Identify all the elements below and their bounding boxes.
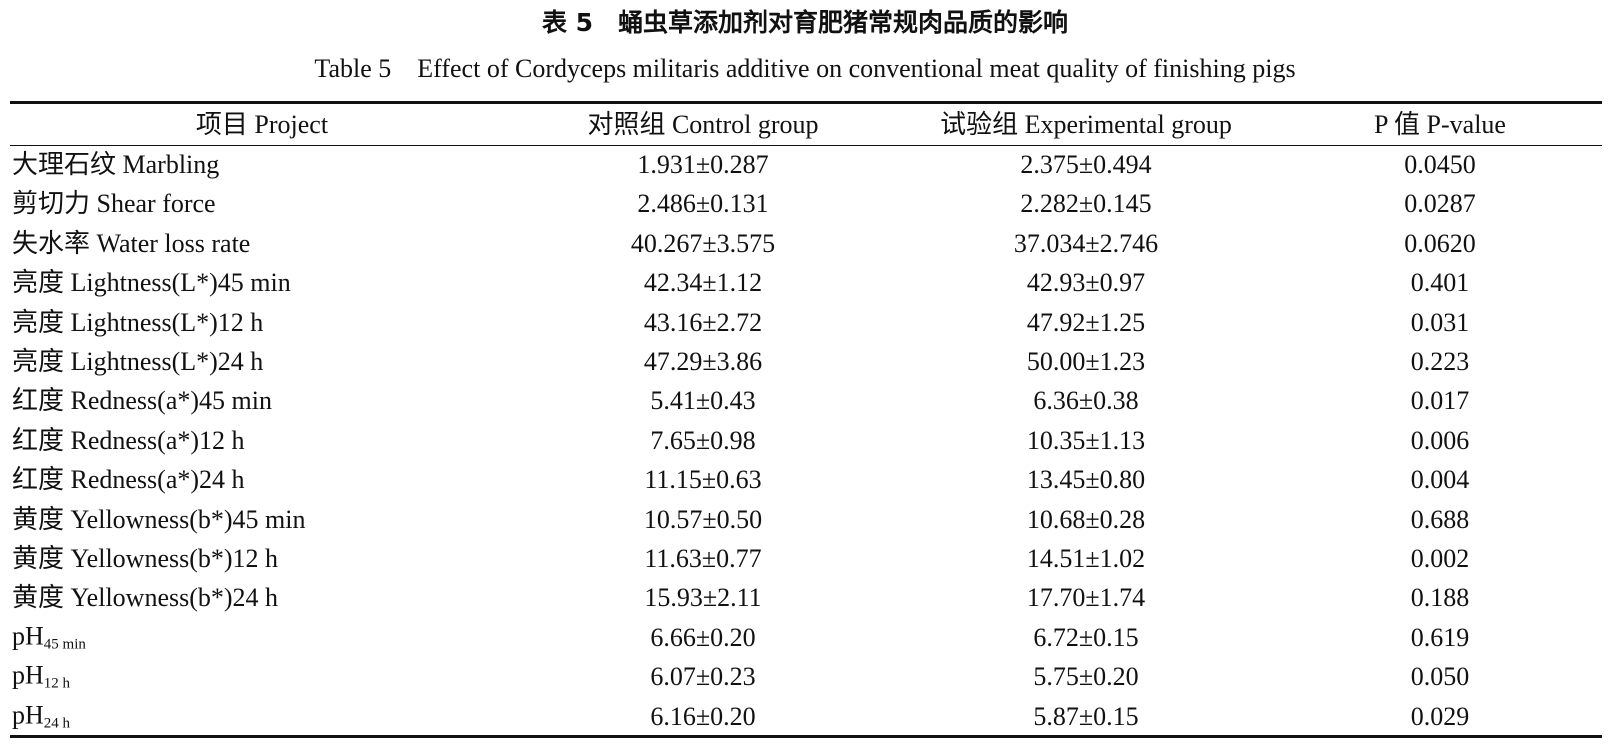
p-value-cell: 0.031	[1410, 307, 1470, 337]
table-title: 表 5 蛹虫草添加剂对育肥猪常规肉品质的影响	[541, 8, 1069, 37]
project-label: 失水率 Water loss rate	[12, 228, 251, 258]
p-value-cell: 0.017	[1410, 386, 1470, 416]
value-cell: 7.65±0.98	[650, 425, 756, 455]
project-cell: pH24 h	[12, 702, 70, 731]
value-cell: 42.93±0.97	[1026, 268, 1146, 298]
p-value-cell: 0.004	[1410, 465, 1470, 495]
p-value-cell: 0.029	[1410, 701, 1470, 731]
p-value-cell: 0.0620	[1404, 228, 1476, 258]
project-label: 红度 Redness(a*)12 h	[12, 425, 245, 455]
p-value-cell: 0.002	[1410, 544, 1470, 573]
header-cell: 对照组 Control group	[587, 110, 819, 139]
project-cell: pH45 min	[12, 623, 86, 652]
header-cell: 项目 Project	[195, 110, 329, 139]
p-value-cell: 0.619	[1410, 622, 1470, 652]
value-cell: 11.15±0.63	[644, 465, 762, 495]
project-cell: 红度 Redness(a*)12 h	[12, 425, 245, 455]
project-cell: 亮度 Lightness(L*)12 h	[12, 307, 264, 337]
value-cell: 6.16±0.20	[650, 701, 756, 731]
value-cell: 5.41±0.43	[650, 386, 756, 416]
project-label: 亮度 Lightness(L*)45 min	[12, 268, 291, 298]
value-cell: 15.93±2.11	[644, 583, 762, 613]
project-label: pH	[12, 621, 44, 651]
value-cell: 1.931±0.287	[637, 150, 769, 179]
value-cell: 6.07±0.23	[650, 662, 756, 692]
header-cell: 试验组 Experimental group	[940, 110, 1232, 139]
project-label: 黄度 Yellowness(b*)45 min	[12, 504, 306, 534]
project-label: 红度 Redness(a*)24 h	[12, 465, 245, 495]
header-rule	[10, 145, 1602, 146]
value-cell: 6.36±0.38	[1033, 386, 1139, 416]
project-subscript: 45 min	[43, 636, 86, 653]
value-cell: 42.34±1.12	[643, 268, 763, 298]
value-cell: 14.51±1.02	[1026, 544, 1146, 573]
p-value-cell: 0.050	[1410, 662, 1470, 692]
value-cell: 10.35±1.13	[1026, 425, 1146, 455]
value-cell: 2.282±0.145	[1020, 189, 1152, 219]
header-cell: P 值 P-value	[1374, 110, 1506, 139]
project-label: 红度 Redness(a*)45 min	[12, 386, 272, 416]
value-cell: 6.72±0.15	[1033, 622, 1139, 652]
project-cell: 失水率 Water loss rate	[12, 228, 251, 258]
project-subscript: 24 h	[43, 715, 71, 732]
project-cell: 黄度 Yellowness(b*)45 min	[12, 504, 306, 534]
p-value-cell: 0.006	[1410, 425, 1470, 455]
value-cell: 40.267±3.575	[630, 228, 776, 258]
project-label: 黄度 Yellowness(b*)12 h	[12, 544, 279, 573]
p-value-cell: 0.688	[1410, 504, 1470, 534]
project-cell: 黄度 Yellowness(b*)24 h	[12, 585, 278, 611]
project-cell: 亮度 Lightness(L*)45 min	[12, 270, 291, 296]
value-cell: 10.68±0.28	[1026, 504, 1146, 534]
value-cell: 10.57±0.50	[643, 504, 763, 534]
value-cell: 37.034±2.746	[1013, 228, 1159, 258]
project-cell: 剪切力 Shear force	[12, 191, 216, 217]
value-cell: 43.16±2.72	[643, 307, 763, 337]
project-cell: 黄度 Yellowness(b*)12 h	[12, 546, 278, 572]
project-cell: 红度 Redness(a*)24 h	[12, 467, 245, 493]
value-cell: 17.70±1.74	[1026, 583, 1146, 613]
project-cell: 大理石纹 Marbling	[12, 152, 219, 178]
project-subscript: 12 h	[43, 675, 71, 692]
value-cell: 2.486±0.131	[637, 189, 769, 219]
project-label: pH	[12, 700, 44, 730]
value-cell: 5.75±0.20	[1033, 662, 1139, 692]
p-value-cell: 0.0287	[1404, 189, 1476, 219]
p-value-cell: 0.223	[1410, 347, 1470, 376]
p-value-cell: 0.188	[1410, 583, 1470, 613]
value-cell: 6.66±0.20	[650, 622, 756, 652]
project-cell: 亮度 Lightness(L*)24 h	[12, 349, 263, 375]
value-cell: 50.00±1.23	[1026, 347, 1146, 376]
value-cell: 2.375±0.494	[1020, 150, 1152, 179]
value-cell: 11.63±0.77	[644, 544, 762, 573]
project-cell: 红度 Redness(a*)45 min	[12, 388, 272, 414]
p-value-cell: 0.401	[1410, 268, 1470, 298]
project-label: 黄度 Yellowness(b*)24 h	[12, 583, 279, 613]
value-cell: 13.45±0.80	[1026, 465, 1146, 495]
value-cell: 47.29±3.86	[643, 347, 763, 376]
p-value-cell: 0.0450	[1404, 150, 1476, 179]
value-cell: 47.92±1.25	[1026, 307, 1146, 337]
project-label: 剪切力 Shear force	[12, 189, 216, 219]
project-label: 大理石纹 Marbling	[12, 150, 220, 179]
project-label: 亮度 Lightness(L*)24 h	[12, 347, 264, 376]
project-label: pH	[12, 660, 44, 690]
project-label: 亮度 Lightness(L*)12 h	[12, 307, 264, 337]
table-subtitle: Table 5 Effect of Cordyceps militaris ad…	[314, 54, 1296, 83]
project-cell: pH12 h	[12, 660, 71, 692]
value-cell: 5.87±0.15	[1033, 701, 1139, 731]
bottom-rule	[10, 735, 1602, 738]
top-rule	[10, 101, 1602, 104]
